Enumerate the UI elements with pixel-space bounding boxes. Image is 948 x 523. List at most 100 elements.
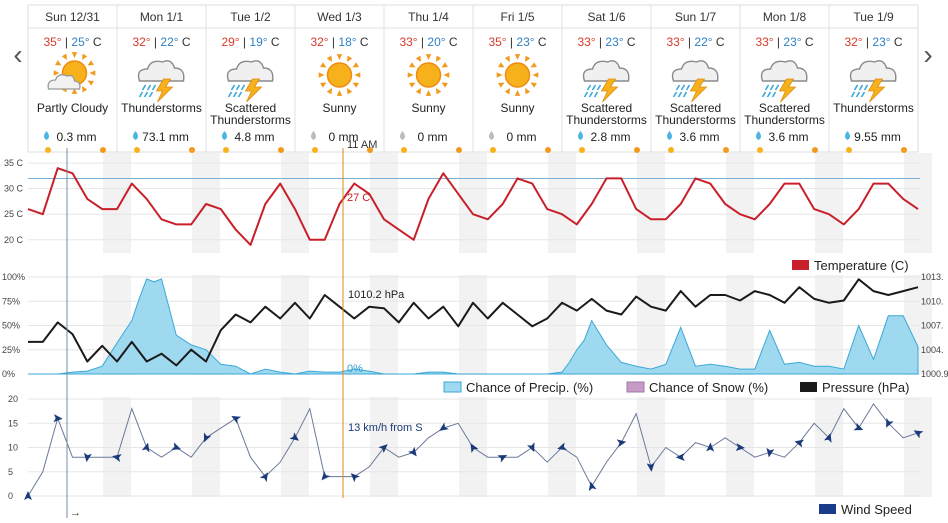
wind-direction-arrow-icon bbox=[141, 442, 150, 453]
cursor-time: 11 AM bbox=[347, 139, 377, 151]
temp-high: 35° bbox=[43, 35, 61, 49]
rain-drop bbox=[230, 84, 236, 91]
sun-ray bbox=[55, 60, 62, 66]
sunset-icon bbox=[901, 147, 907, 153]
condition-label: Partly Cloudy bbox=[37, 101, 108, 115]
y-tick-label-left: 50% bbox=[2, 321, 20, 331]
rain-drop bbox=[235, 84, 241, 91]
cloud-shape bbox=[760, 60, 808, 82]
day-column: Mon 1/1 32° | 22° C Thunderstorms 73.1 mm bbox=[116, 5, 206, 153]
day-name: Thu 1/4 bbox=[408, 10, 449, 24]
day-name: Mon 1/8 bbox=[763, 10, 807, 24]
wind-direction-arrow-icon bbox=[321, 470, 331, 481]
next-arrow-icon[interactable]: › bbox=[923, 39, 932, 70]
legend-swatch-precip bbox=[443, 381, 462, 393]
temp-high: 33° bbox=[666, 35, 684, 49]
sun-ray bbox=[82, 85, 88, 93]
wind-direction-arrow-icon bbox=[171, 442, 181, 450]
wind-direction-arrow-icon bbox=[378, 444, 388, 454]
temp-range: 32° | 18° C bbox=[310, 35, 368, 49]
cloud-shape bbox=[582, 60, 630, 82]
condition-label: Sunny bbox=[500, 101, 534, 115]
wind-direction-arrow-icon bbox=[53, 414, 63, 423]
raindrop-icon bbox=[311, 131, 316, 140]
y-tick-label: 10 bbox=[8, 443, 18, 453]
sun-ray bbox=[336, 90, 343, 96]
rain-drop bbox=[148, 91, 154, 98]
sun-ray bbox=[504, 55, 510, 63]
sun-ray bbox=[318, 72, 325, 78]
sun-ray bbox=[336, 54, 343, 60]
day-column: Tue 1/9 32° | 23° C Thunderstorms 9.55 mm bbox=[828, 5, 918, 153]
sun-ray bbox=[89, 70, 96, 76]
sun-ray bbox=[504, 87, 510, 95]
sun-icon bbox=[496, 54, 539, 96]
legend-pressure: Pressure (hPa) bbox=[822, 380, 909, 395]
prev-arrow-icon[interactable]: ‹ bbox=[13, 39, 22, 70]
partly-cloudy-icon bbox=[47, 52, 96, 94]
sun-ray bbox=[409, 82, 416, 88]
temp-unit: C bbox=[713, 35, 725, 49]
rain-drop bbox=[672, 91, 678, 98]
rain-drop bbox=[232, 91, 238, 98]
precip-amount: 4.8 mm bbox=[234, 130, 274, 144]
condition-label: Thunderstorms bbox=[833, 101, 914, 115]
condition-label: Thunderstorms bbox=[655, 113, 736, 127]
sun-ray bbox=[496, 72, 503, 78]
legend-swatch-wind bbox=[819, 504, 836, 514]
thunderstorm-icon bbox=[137, 60, 185, 103]
wind-direction-arrow-icon bbox=[289, 432, 300, 441]
wind-direction-arrow-icon bbox=[913, 430, 924, 439]
night-band bbox=[548, 153, 576, 253]
sun-ray bbox=[407, 72, 414, 78]
thunderstorm-icon bbox=[582, 60, 630, 103]
pressure-line bbox=[28, 278, 919, 367]
legend-precip: Chance of Precip. (%) bbox=[466, 380, 593, 395]
rain-drop bbox=[586, 84, 592, 91]
wind-direction-arrow-icon bbox=[735, 443, 745, 452]
condition-label: Thunderstorms bbox=[121, 101, 202, 115]
sunrise-icon bbox=[134, 147, 140, 153]
cursor-wind: 13 km/h from S bbox=[348, 422, 423, 434]
rain-drop bbox=[771, 91, 777, 98]
sunrise-icon bbox=[757, 147, 763, 153]
y-tick-label-right: 1004. bbox=[921, 345, 944, 355]
wind-direction-arrow-icon bbox=[646, 462, 655, 472]
temp-high: 32° bbox=[132, 35, 150, 49]
rain-drop bbox=[680, 84, 686, 91]
y-tick-label: 20 bbox=[8, 394, 18, 404]
raindrop-icon bbox=[133, 131, 138, 140]
sun-ray bbox=[514, 54, 521, 60]
thunderstorm-icon bbox=[849, 60, 897, 103]
temp-high: 33° bbox=[577, 35, 595, 49]
sunset-icon bbox=[634, 147, 640, 153]
legend-swatch-temperature bbox=[792, 260, 809, 270]
condition-label: Thunderstorms bbox=[744, 113, 825, 127]
sun-ray bbox=[530, 82, 537, 88]
raindrop-icon bbox=[400, 131, 405, 140]
thunderstorm-icon bbox=[671, 60, 719, 103]
temp-low: 19° bbox=[249, 35, 267, 49]
temp-unit: C bbox=[446, 35, 458, 49]
wind-direction-arrow-icon bbox=[557, 442, 568, 451]
day-name: Mon 1/1 bbox=[140, 10, 184, 24]
sun-ray bbox=[87, 60, 94, 66]
temp-high: 32° bbox=[844, 35, 862, 49]
temp-low: 23° bbox=[605, 35, 623, 49]
temp-unit: C bbox=[535, 35, 547, 49]
temp-low: 22° bbox=[160, 35, 178, 49]
legends: Temperature (C) Chance of Precip. (%) Chan… bbox=[443, 258, 912, 517]
night-band bbox=[103, 153, 131, 253]
sun-ray bbox=[514, 90, 521, 96]
condition-label: Scattered bbox=[670, 101, 721, 115]
cloud-shape bbox=[849, 60, 897, 82]
rain-drop bbox=[675, 84, 681, 91]
sun-ray bbox=[71, 88, 78, 94]
rain-drop bbox=[143, 91, 149, 98]
sun-ray bbox=[326, 87, 332, 95]
y-tick-label-right: 1013. bbox=[921, 272, 944, 282]
temp-range: 32° | 22° C bbox=[132, 35, 190, 49]
cursor-pressure: 1010.2 hPa bbox=[348, 289, 405, 301]
sun-ray bbox=[525, 87, 531, 95]
rain-drop bbox=[588, 91, 594, 98]
